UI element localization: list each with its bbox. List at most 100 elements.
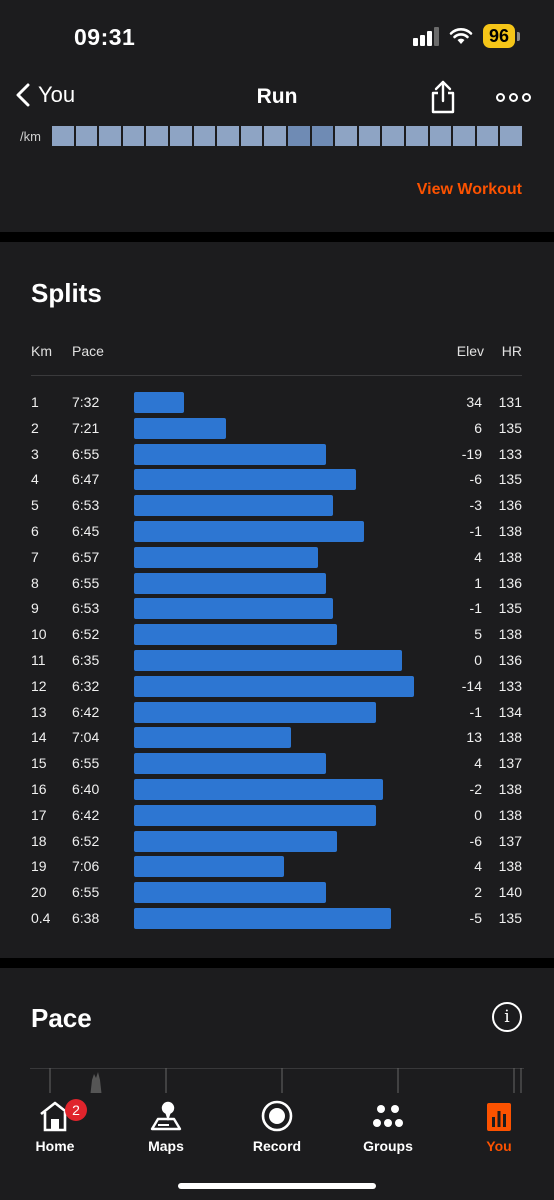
chevron-left-icon xyxy=(16,83,30,107)
split-elevation: 13 xyxy=(466,729,482,746)
split-pace: 6:53 xyxy=(72,497,100,514)
tab-maps[interactable]: Maps xyxy=(111,1093,221,1163)
split-pace-bar xyxy=(134,443,326,465)
pace-zone-segment xyxy=(287,126,310,146)
pace-zone-segment xyxy=(52,126,74,146)
tab-home[interactable]: 2 Home xyxy=(0,1093,110,1163)
tab-you[interactable]: You xyxy=(444,1093,554,1163)
split-heart-rate: 138 xyxy=(498,548,522,565)
split-heart-rate: 138 xyxy=(498,858,522,875)
dot-icon xyxy=(509,93,518,102)
header-divider xyxy=(31,375,522,376)
info-icon[interactable]: i xyxy=(492,1002,522,1032)
pace-zone-segment xyxy=(311,126,334,146)
pace-zone-segment xyxy=(169,126,192,146)
pace-zone-segment xyxy=(405,126,428,146)
split-pace-bar xyxy=(134,417,226,439)
split-heart-rate: 136 xyxy=(498,497,522,514)
split-pace-bar xyxy=(134,727,291,749)
split-pace-bar xyxy=(134,753,326,775)
split-km: 18 xyxy=(31,832,47,849)
split-km: 6 xyxy=(31,523,39,539)
split-heart-rate: 137 xyxy=(498,755,522,772)
pace-card: Pace i xyxy=(0,968,554,1098)
split-elevation: 4 xyxy=(474,548,482,565)
split-pace: 6:55 xyxy=(72,884,100,901)
dot-icon xyxy=(522,93,531,102)
split-row: 13 6:42 -1 134 xyxy=(0,701,554,723)
view-workout-link[interactable]: View Workout xyxy=(416,181,522,198)
split-row: 18 6:52 -6 137 xyxy=(0,830,554,852)
pace-zone-segment xyxy=(122,126,145,146)
split-pace-bar xyxy=(134,882,326,904)
notification-badge: 2 xyxy=(65,1099,87,1121)
split-elevation: -1 xyxy=(469,703,482,720)
split-km: 4 xyxy=(31,471,39,488)
pace-zone-segment xyxy=(193,126,216,146)
split-pace-bar xyxy=(134,469,356,491)
pace-zone-segment xyxy=(382,126,404,146)
split-row: 9 6:53 -1 135 xyxy=(0,598,554,620)
you-icon xyxy=(444,1099,554,1133)
battery-level: 96 xyxy=(482,24,515,48)
split-km: 14 xyxy=(31,729,47,746)
tab-label: Home xyxy=(35,1138,75,1154)
split-row: 11 6:35 0 136 xyxy=(0,650,554,671)
home-icon xyxy=(0,1099,110,1133)
header-hr: HR xyxy=(501,343,522,359)
share-button[interactable] xyxy=(430,80,456,119)
dot-icon xyxy=(496,93,505,102)
split-pace-bar xyxy=(134,675,414,697)
split-pace-bar xyxy=(134,701,376,723)
split-row: 7 6:57 4 138 xyxy=(0,546,554,568)
split-pace: 6:52 xyxy=(72,832,100,849)
back-label: You xyxy=(38,82,76,107)
split-elevation: -19 xyxy=(461,445,482,462)
split-pace-bar xyxy=(134,521,364,542)
tab-record[interactable]: Record xyxy=(222,1093,332,1163)
split-pace-bar xyxy=(134,804,376,826)
pace-zone-segment xyxy=(453,126,475,146)
pace-zone-segment xyxy=(358,126,381,146)
split-row: 10 6:52 5 138 xyxy=(0,624,554,646)
split-pace: 6:53 xyxy=(72,600,100,617)
split-pace: 6:45 xyxy=(72,523,100,539)
split-km: 8 xyxy=(31,574,39,591)
tab-groups[interactable]: Groups xyxy=(333,1093,443,1163)
split-pace-bar xyxy=(134,908,391,929)
split-row: 1 7:32 34 131 xyxy=(0,392,554,413)
split-row: 5 6:53 -3 136 xyxy=(0,495,554,517)
pace-zone-segment xyxy=(75,126,98,146)
split-pace-bar xyxy=(134,598,333,620)
split-elevation: 2 xyxy=(474,884,482,901)
split-elevation: -1 xyxy=(469,523,482,539)
split-pace-bar xyxy=(134,779,383,800)
back-button[interactable]: You xyxy=(16,82,75,108)
split-pace: 6:35 xyxy=(72,652,100,668)
split-heart-rate: 135 xyxy=(498,910,522,926)
wifi-icon xyxy=(449,28,473,44)
splits-card: Splits Km Pace Elev HR 1 7:32 34 131 2 7:21 6 1… xyxy=(0,242,554,958)
split-heart-rate: 133 xyxy=(498,677,522,694)
pace-zone-segment xyxy=(429,126,452,146)
split-heart-rate: 135 xyxy=(498,419,522,436)
split-km: 9 xyxy=(31,600,39,617)
more-options-button[interactable] xyxy=(496,93,531,102)
pace-zones-card: /km View Workout xyxy=(0,125,554,232)
split-elevation: 0 xyxy=(474,806,482,823)
split-heart-rate: 137 xyxy=(498,832,522,849)
header-pace: Pace xyxy=(72,343,104,359)
split-pace: 7:32 xyxy=(72,394,100,410)
pace-unit-label: /km xyxy=(20,129,41,144)
split-km: 0.4 xyxy=(31,910,51,926)
split-heart-rate: 133 xyxy=(498,445,522,462)
split-row: 6 6:45 -1 138 xyxy=(0,521,554,542)
tab-label: You xyxy=(486,1138,512,1154)
split-pace-bar xyxy=(134,495,333,517)
split-pace: 6:55 xyxy=(72,755,100,772)
split-heart-rate: 140 xyxy=(498,884,522,901)
split-elevation: 5 xyxy=(474,626,482,643)
tab-label: Maps xyxy=(148,1138,184,1154)
split-elevation: 34 xyxy=(466,394,482,410)
split-km: 15 xyxy=(31,755,47,772)
